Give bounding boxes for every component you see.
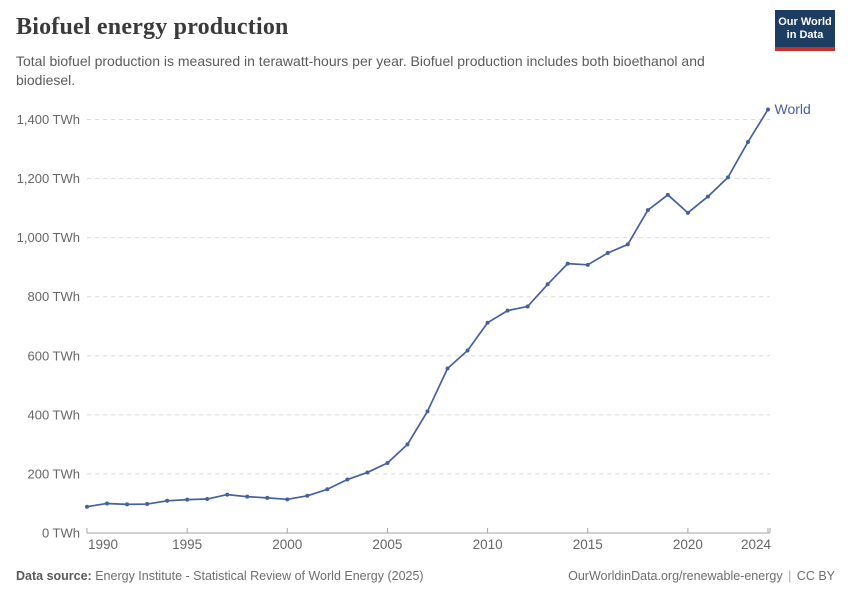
- data-source-label: Data source:: [16, 569, 92, 583]
- owid-link[interactable]: OurWorldinData.org/renewable-energy: [568, 569, 783, 583]
- data-point-marker: [725, 175, 730, 180]
- data-point-marker: [445, 366, 450, 371]
- data-point-marker: [705, 194, 710, 199]
- data-point-marker: [265, 495, 270, 500]
- data-point-marker: [105, 501, 110, 506]
- data-point-marker: [245, 494, 250, 499]
- y-tick-label: 1,000 TWh: [17, 230, 80, 245]
- x-tick-label: 2010: [473, 537, 503, 552]
- y-tick-label: 800 TWh: [27, 289, 80, 304]
- chart-subtitle: Total biofuel production is measured in …: [16, 53, 705, 88]
- data-point-marker: [766, 107, 770, 112]
- y-tick-label: 400 TWh: [27, 407, 80, 422]
- data-point-marker: [625, 242, 630, 247]
- x-tick-label: 2024: [741, 537, 772, 552]
- license-badge[interactable]: CC BY: [796, 569, 835, 583]
- data-point-marker: [145, 502, 150, 507]
- x-tick-label: 2000: [272, 537, 302, 552]
- gridlines: [87, 119, 770, 475]
- data-point-marker: [525, 304, 530, 309]
- x-axis: [86, 528, 771, 534]
- x-tick-label: 2005: [372, 537, 402, 552]
- data-point-marker: [605, 251, 610, 256]
- series-end-label[interactable]: World: [775, 101, 811, 117]
- data-point-marker: [205, 497, 210, 502]
- chart-footer: Data source: Energy Institute - Statisti…: [16, 569, 835, 583]
- data-point-marker: [305, 493, 310, 498]
- y-axis-tick-labels: 0 TWh 200 TWh 400 TWh 600 TWh 800 TWh 1,000 T…: [17, 112, 80, 541]
- y-tick-label: 200 TWh: [27, 466, 80, 481]
- data-point-marker: [465, 348, 470, 353]
- x-axis-tick-labels: 1990 1995 2000 2005 2010 2015 2020 2024: [88, 537, 771, 552]
- data-point-marker: [285, 497, 290, 502]
- x-tick-label: 2020: [673, 537, 703, 552]
- owid-logo-line2: in Data: [786, 28, 824, 41]
- data-point-marker: [645, 208, 650, 213]
- owid-logo-line1: Our World: [778, 15, 832, 28]
- y-tick-label: 0 TWh: [42, 526, 80, 541]
- data-point-marker: [505, 308, 510, 313]
- x-tick-label: 2015: [573, 537, 603, 552]
- series-line[interactable]: [86, 108, 769, 508]
- data-point-marker: [565, 261, 570, 266]
- data-point-marker: [665, 192, 670, 197]
- data-point-marker: [85, 504, 89, 509]
- data-point-marker: [225, 492, 230, 497]
- data-point-marker: [405, 442, 410, 447]
- page-title: Biofuel energy production: [16, 14, 289, 40]
- data-source: Data source: Energy Institute - Statisti…: [16, 569, 424, 583]
- data-point-marker: [585, 262, 590, 267]
- footer-links: OurWorldinData.org/renewable-energy | CC…: [568, 569, 835, 583]
- y-tick-label: 1,400 TWh: [17, 112, 80, 127]
- series-world: World: [85, 101, 811, 509]
- data-point-marker: [125, 502, 130, 507]
- x-tick-label: 1995: [172, 537, 202, 552]
- data-point-marker: [345, 477, 350, 482]
- data-point-marker: [365, 470, 370, 475]
- data-point-marker: [745, 139, 750, 144]
- x-tick-label: 1990: [88, 537, 118, 552]
- data-point-marker: [385, 461, 390, 466]
- footer-separator: |: [788, 569, 792, 583]
- y-tick-label: 1,200 TWh: [17, 171, 80, 186]
- data-point-marker: [545, 282, 550, 287]
- y-tick-label: 600 TWh: [27, 348, 80, 363]
- data-point-marker: [685, 210, 690, 215]
- data-point-marker: [325, 487, 330, 492]
- data-point-marker: [425, 409, 430, 414]
- data-point-marker: [165, 498, 170, 503]
- data-point-marker: [485, 320, 490, 325]
- owid-logo[interactable]: Our World in Data: [775, 10, 835, 51]
- data-source-text: Energy Institute - Statistical Review of…: [91, 569, 424, 583]
- data-point-marker: [185, 497, 190, 502]
